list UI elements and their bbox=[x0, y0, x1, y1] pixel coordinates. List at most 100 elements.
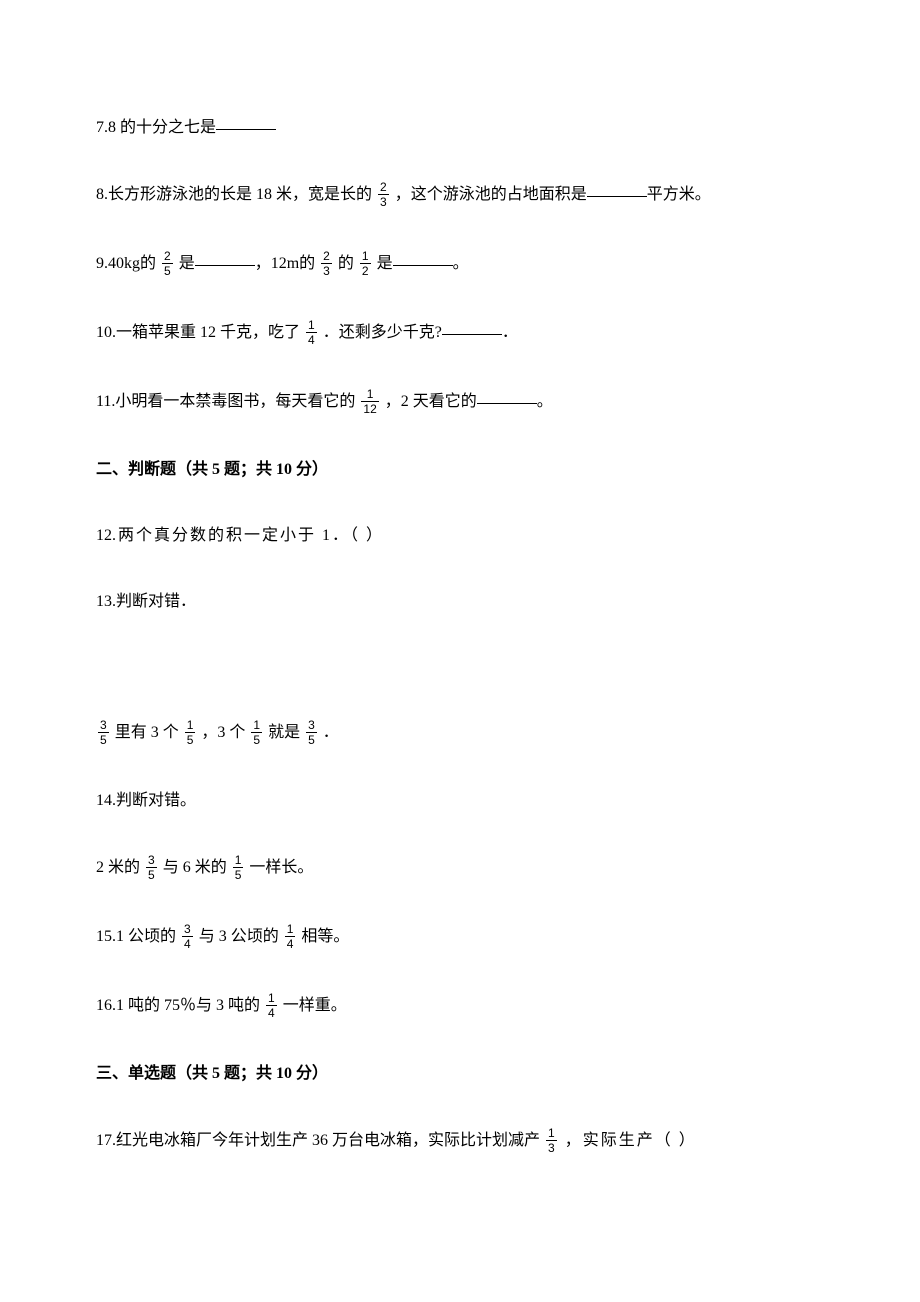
q13b-t3: 就是 bbox=[264, 724, 304, 741]
frac-den: 2 bbox=[360, 263, 371, 277]
q17-num: 17 bbox=[96, 1132, 112, 1149]
fraction: 112 bbox=[361, 388, 378, 415]
frac-den: 5 bbox=[162, 263, 173, 277]
question-8: 8.长方形游泳池的长是 18 米，宽是长的 23 ，这个游泳池的占地面积是平方米… bbox=[96, 182, 824, 209]
frac-num: 1 bbox=[233, 854, 244, 867]
blank bbox=[393, 249, 453, 266]
question-7: 7.8 的十分之七是 bbox=[96, 115, 824, 140]
fraction: 14 bbox=[285, 923, 296, 950]
frac-den: 4 bbox=[182, 936, 193, 950]
frac-num: 2 bbox=[321, 250, 332, 263]
fraction: 35 bbox=[306, 719, 317, 746]
fraction: 25 bbox=[162, 250, 173, 277]
q13b-t1: 里有 3 个 bbox=[111, 724, 183, 741]
fraction: 14 bbox=[266, 992, 277, 1019]
q9-t2: 是 bbox=[175, 255, 195, 272]
q12-t1: .两个真分数的积一定小于 1．（ ） bbox=[112, 527, 384, 544]
frac-den: 5 bbox=[146, 867, 157, 881]
q9-t6: 。 bbox=[453, 255, 469, 272]
frac-den: 3 bbox=[321, 263, 332, 277]
q15-t2: 与 3 公顷的 bbox=[195, 928, 283, 945]
frac-num: 3 bbox=[182, 923, 193, 936]
fraction: 12 bbox=[360, 250, 371, 277]
q8-t2: ，这个游泳池的占地面积是 bbox=[391, 186, 587, 203]
question-9: 9.40kg的 25 是，12m的 23 的 12 是。 bbox=[96, 251, 824, 278]
q15-t3: 相等。 bbox=[297, 928, 349, 945]
q11-t1: .小明看一本禁毒图书，每天看它的 bbox=[111, 393, 359, 410]
frac-num: 2 bbox=[162, 250, 173, 263]
fraction: 34 bbox=[182, 923, 193, 950]
q13b-t2: ，3 个 bbox=[197, 724, 249, 741]
frac-num: 1 bbox=[251, 719, 262, 732]
q9-t3: ，12m的 bbox=[255, 255, 319, 272]
q15-t1: .1 公顷的 bbox=[112, 928, 180, 945]
frac-num: 1 bbox=[546, 1127, 557, 1140]
fraction: 35 bbox=[146, 854, 157, 881]
blank bbox=[216, 113, 276, 130]
question-17: 17.红光电冰箱厂今年计划生产 36 万台电冰箱，实际比计划减产 13 ，实际生… bbox=[96, 1128, 824, 1155]
question-11: 11.小明看一本禁毒图书，每天看它的 112 ，2 天看它的 。 bbox=[96, 389, 824, 416]
fraction: 15 bbox=[185, 719, 196, 746]
q10-t3: ． bbox=[502, 324, 518, 341]
fraction: 14 bbox=[306, 319, 317, 346]
question-14: 14.判断对错。 bbox=[96, 789, 824, 813]
question-14-statement: 2 米的 35 与 6 米的 15 一样长。 bbox=[96, 855, 824, 882]
question-13-statement: 35 里有 3 个 15 ，3 个 15 就是 35 ． bbox=[96, 720, 824, 747]
q13-num: 13 bbox=[96, 593, 112, 610]
q8-t1: .长方形游泳池的长是 18 米，宽是长的 bbox=[104, 186, 376, 203]
frac-den: 5 bbox=[306, 732, 317, 746]
section-2-title: 二、判断题（共 5 题；共 10 分） bbox=[96, 458, 824, 482]
frac-num: 3 bbox=[98, 719, 109, 732]
q11-num: 11 bbox=[96, 393, 111, 410]
q16-t1: .1 吨的 75％与 3 吨的 bbox=[112, 997, 264, 1014]
question-10: 10.一箱苹果重 12 千克，吃了 14 ．还剩多少千克? ． bbox=[96, 320, 824, 347]
frac-den: 5 bbox=[251, 732, 262, 746]
q11-t3: 。 bbox=[537, 393, 553, 410]
fraction: 23 bbox=[321, 250, 332, 277]
q17-t2: ，实际生产（ ） bbox=[559, 1132, 697, 1149]
q16-num: 16 bbox=[96, 997, 112, 1014]
q9-t1: .40kg的 bbox=[104, 255, 160, 272]
q9-t4: 的 bbox=[334, 255, 358, 272]
section-3-title: 三、单选题（共 5 题；共 10 分） bbox=[96, 1062, 824, 1086]
frac-den: 3 bbox=[378, 194, 389, 208]
frac-num: 1 bbox=[185, 719, 196, 732]
q14b-t2: 与 6 米的 bbox=[159, 859, 231, 876]
q9-t5: 是 bbox=[373, 255, 393, 272]
blank bbox=[477, 387, 537, 404]
frac-num: 1 bbox=[285, 923, 296, 936]
frac-num: 3 bbox=[146, 854, 157, 867]
q9-num: 9 bbox=[96, 255, 104, 272]
q7-text: .8 的十分之七是 bbox=[104, 119, 216, 136]
blank bbox=[442, 318, 502, 335]
frac-num: 1 bbox=[361, 388, 378, 401]
frac-den: 5 bbox=[185, 732, 196, 746]
fraction: 35 bbox=[98, 719, 109, 746]
frac-num: 1 bbox=[306, 319, 317, 332]
question-16: 16.1 吨的 75％与 3 吨的 14 一样重。 bbox=[96, 993, 824, 1020]
fraction: 13 bbox=[546, 1127, 557, 1154]
q11-t2: ，2 天看它的 bbox=[381, 393, 477, 410]
q14-t1: .判断对错。 bbox=[112, 792, 196, 809]
fraction: 15 bbox=[251, 719, 262, 746]
spacer bbox=[96, 650, 824, 720]
frac-num: 1 bbox=[360, 250, 371, 263]
q13-t1: .判断对错． bbox=[112, 593, 196, 610]
q15-num: 15 bbox=[96, 928, 112, 945]
q16-t2: 一样重。 bbox=[279, 997, 347, 1014]
q14-num: 14 bbox=[96, 792, 112, 809]
blank bbox=[587, 180, 647, 197]
fraction: 23 bbox=[378, 181, 389, 208]
q10-num: 10 bbox=[96, 324, 112, 341]
q10-t1: .一箱苹果重 12 千克，吃了 bbox=[112, 324, 304, 341]
frac-den: 4 bbox=[306, 332, 317, 346]
frac-den: 5 bbox=[233, 867, 244, 881]
q10-t2: ．还剩多少千克? bbox=[319, 324, 442, 341]
q14b-t3: 一样长。 bbox=[245, 859, 313, 876]
frac-den: 4 bbox=[285, 936, 296, 950]
fraction: 15 bbox=[233, 854, 244, 881]
q13b-t4: ． bbox=[319, 724, 339, 741]
q17-t1: .红光电冰箱厂今年计划生产 36 万台电冰箱，实际比计划减产 bbox=[112, 1132, 544, 1149]
frac-den: 4 bbox=[266, 1005, 277, 1019]
q14b-t1: 2 米的 bbox=[96, 859, 144, 876]
